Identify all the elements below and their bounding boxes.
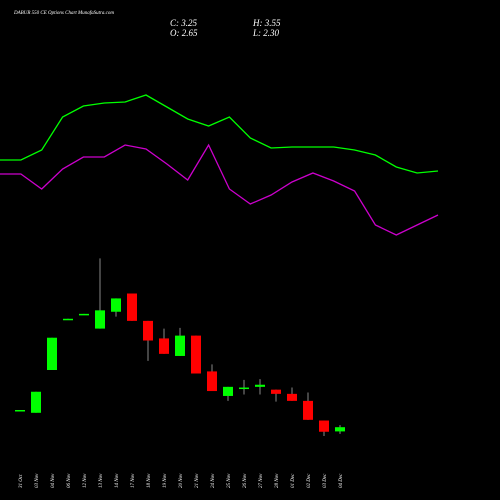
candle-body (239, 387, 249, 390)
candle-body (47, 337, 57, 370)
x-tick-label: 04 Nov (51, 473, 56, 488)
candle-body (335, 427, 345, 432)
x-tick-label: 21 Nov (195, 473, 200, 488)
x-tick-label: 02 Dec (307, 473, 312, 488)
candle-body (159, 338, 169, 354)
x-tick-label: 01 Dec (291, 473, 296, 488)
x-tick-label: 12 Nov (83, 473, 88, 488)
x-tick-label: 27 Nov (259, 473, 264, 488)
x-tick-label: 13 Nov (99, 473, 104, 488)
x-tick-label: 18 Nov (147, 473, 152, 488)
candle-body (31, 391, 41, 413)
x-tick-label: 14 Nov (115, 473, 120, 488)
x-tick-label: 28 Nov (275, 473, 280, 488)
open-label: O: 2.65 (170, 28, 198, 38)
x-tick-label: 24 Nov (211, 473, 216, 488)
candle-body (15, 410, 25, 412)
candle-body (127, 293, 137, 321)
indicator-line (0, 143, 439, 236)
candle-body (255, 384, 265, 387)
high-label: H: 3.55 (252, 18, 281, 28)
x-tick-label: 20 Nov (179, 473, 184, 488)
candle-body (79, 313, 89, 316)
candle-body (207, 371, 217, 392)
x-tick-label: 17 Nov (131, 473, 136, 488)
low-label: L: 2.30 (252, 28, 280, 38)
indicator-line (0, 94, 439, 174)
candle-body (287, 393, 297, 401)
x-tick-label: 03 Dec (323, 473, 328, 488)
candle-body (63, 318, 73, 321)
x-tick-label: 06 Nov (67, 473, 72, 488)
x-tick-label: 26 Nov (243, 473, 248, 488)
chart-title: DABUR 550 CE Options Chart MunafaSutra.c… (13, 11, 114, 16)
candle-body (143, 320, 153, 341)
candle-body (223, 386, 233, 396)
candle-body (303, 400, 313, 420)
x-tick-label: 25 Nov (227, 473, 232, 488)
close-label: C: 3.25 (170, 18, 198, 28)
candle-body (111, 298, 121, 312)
x-tick-label: 04 Dec (339, 473, 344, 488)
x-tick-label: 31 Oct (19, 474, 24, 488)
candle-body (175, 335, 185, 356)
candle-body (191, 335, 201, 374)
candle-body (271, 389, 281, 394)
candle-body (319, 420, 329, 432)
x-tick-label: 03 Nov (35, 473, 40, 488)
x-tick-label: 19 Nov (163, 473, 168, 488)
candle-body (95, 310, 105, 329)
